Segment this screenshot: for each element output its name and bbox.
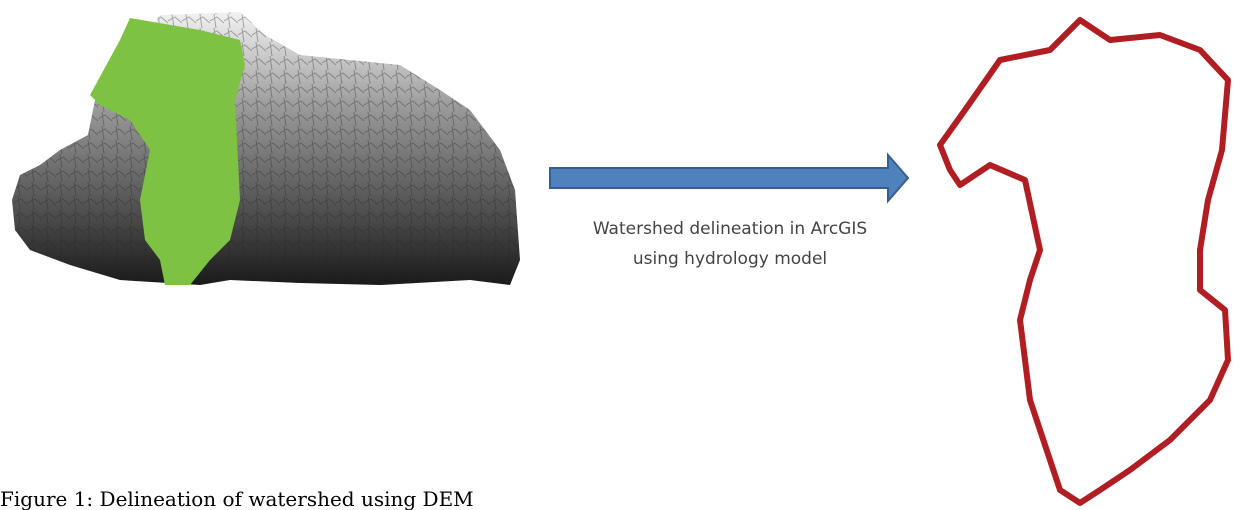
arrow-label: using hydrology model xyxy=(633,249,827,269)
arrow xyxy=(550,155,908,201)
arrow-label: Watershed delineation in ArcGIS xyxy=(593,219,867,239)
watershed-outline xyxy=(940,20,1228,503)
figure: Watershed delineation in ArcGIS using hy… xyxy=(0,0,1235,510)
caption: Figure 1: Delineation of watershed using… xyxy=(0,487,474,510)
dem-map xyxy=(12,12,520,285)
